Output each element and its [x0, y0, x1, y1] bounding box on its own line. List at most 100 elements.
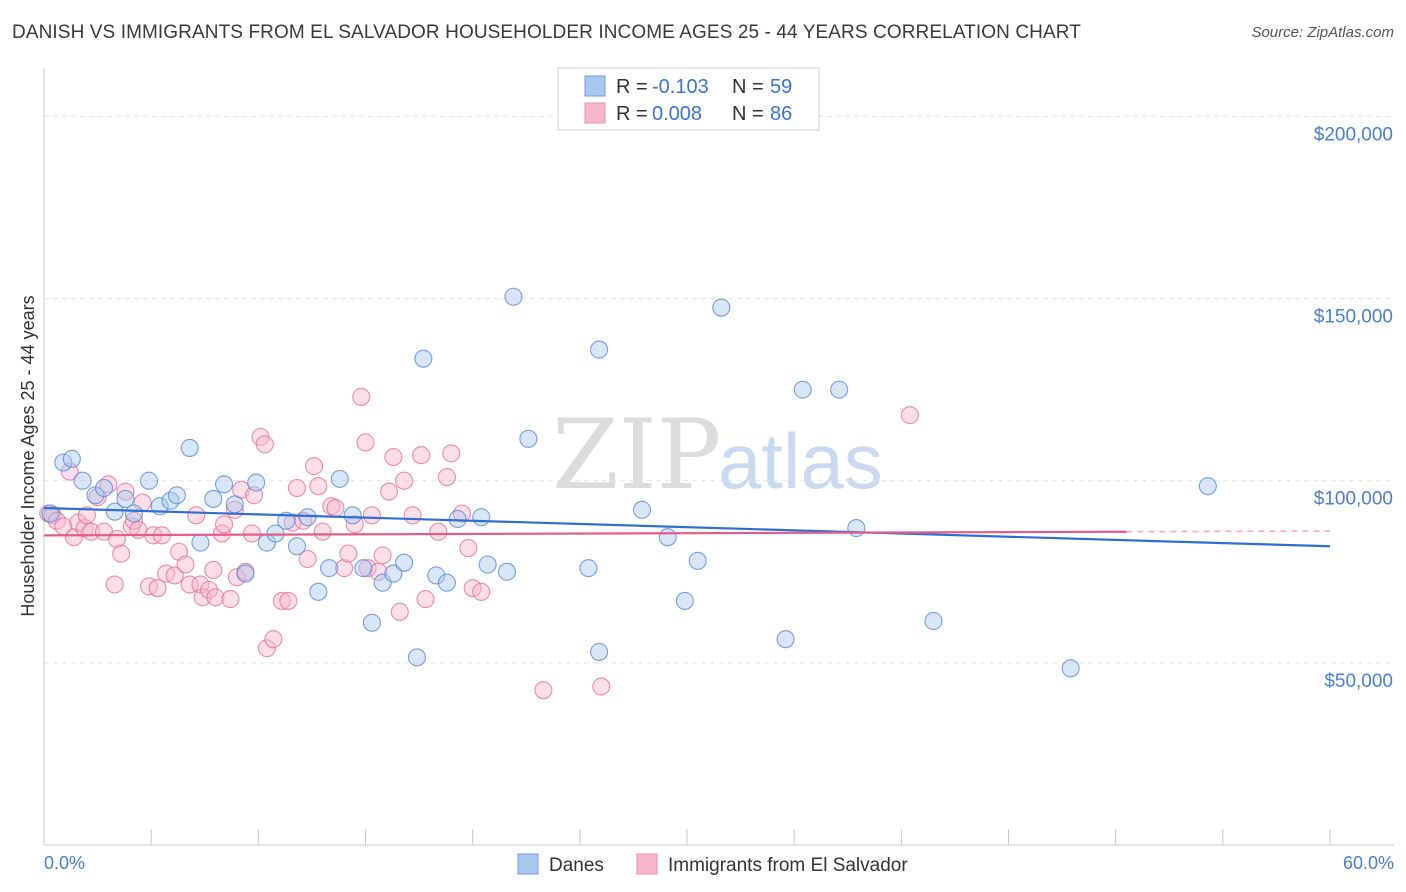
legend-r-label-0: R =: [616, 76, 648, 98]
el-salvador-point: [472, 582, 491, 601]
legend-r-label-1: R =: [616, 103, 648, 125]
el-salvador-point: [459, 539, 478, 558]
danes-point: [579, 559, 598, 578]
el-salvador-point: [105, 575, 124, 594]
danes-point: [504, 287, 523, 306]
danes-point: [236, 564, 255, 583]
el-salvador-point: [193, 588, 212, 607]
el-salvador-point: [309, 477, 328, 496]
danes-point: [407, 648, 426, 667]
el-salvador-point: [335, 559, 354, 578]
danes-point: [448, 509, 467, 529]
danes-point: [712, 298, 731, 317]
danes-point: [277, 511, 296, 530]
danes-point: [497, 562, 517, 581]
danes-point: [472, 508, 491, 527]
el-salvador-trend-extension: [1126, 530, 1331, 533]
danes-point: [362, 613, 381, 632]
el-salvador-point: [165, 566, 184, 585]
danes-point: [73, 471, 92, 490]
x-tick-label-min: 0.0%: [44, 853, 85, 873]
danes-point: [793, 380, 812, 399]
el-salvador-point: [373, 546, 392, 565]
el-salvador-point: [272, 591, 291, 610]
el-salvador-point: [362, 506, 381, 525]
danes-point: [590, 642, 609, 661]
el-salvador-point: [534, 681, 553, 700]
danes-point: [330, 469, 349, 488]
danes-point: [1198, 477, 1217, 496]
el-salvador-point: [395, 471, 414, 490]
el-salvador-point: [442, 444, 461, 463]
el-salvador-point: [279, 591, 298, 610]
el-salvador-trend-line: [43, 530, 1127, 537]
danes-point: [1061, 659, 1080, 678]
y-tick-label: $200,000: [1314, 124, 1393, 145]
el-salvador-point: [380, 482, 399, 501]
series-danes-points-blue: [41, 287, 1217, 678]
danes-point: [847, 519, 866, 538]
danes-point: [94, 478, 114, 498]
el-salvador-point: [313, 522, 332, 541]
y-tick-label: $50,000: [1324, 671, 1393, 692]
danes-point: [395, 553, 414, 572]
danes-point: [247, 473, 266, 492]
y-tick-label: $150,000: [1314, 307, 1393, 328]
source-label: Source: ZipAtlas.com: [1251, 24, 1394, 41]
legend-bottom-swatch-el-salvador: [636, 853, 658, 875]
axes: [43, 68, 1394, 846]
el-salvador-point: [352, 387, 371, 406]
el-salvador-point: [112, 544, 131, 563]
el-salvador-point: [264, 630, 283, 649]
y-tick-label: $100,000: [1314, 489, 1393, 510]
legend-n-value-1: 86: [770, 103, 792, 125]
danes-point: [180, 438, 199, 457]
el-salvador-point: [187, 506, 206, 525]
danes-point: [139, 471, 159, 490]
el-salvador-point: [204, 560, 223, 580]
el-salvador-point: [326, 498, 345, 518]
legend-n-label-0: N =: [732, 76, 764, 98]
el-salvador-point: [384, 447, 403, 467]
legend-r-value-0: -0.103: [652, 76, 709, 98]
el-salvador-point: [255, 435, 274, 454]
danes-point: [830, 380, 849, 399]
y-tick-labels: $50,000 $100,000 $150,000 $200,000: [1314, 124, 1393, 691]
legend-top: R = -0.103 N = 59 R = 0.008 N = 86: [557, 67, 820, 131]
danes-point: [658, 528, 677, 547]
el-salvador-point: [124, 511, 144, 530]
el-salvador-point: [416, 590, 435, 609]
legend-swatch-el-salvador: [584, 102, 606, 124]
legend-bottom-label-el-salvador: Immigrants from El Salvador: [668, 855, 908, 876]
legend-bottom-label-danes: Danes: [549, 855, 604, 876]
el-salvador-point: [339, 544, 358, 563]
danes-point: [384, 564, 403, 583]
danes-point: [675, 591, 694, 610]
el-salvador-point: [298, 549, 317, 569]
danes-point: [105, 502, 124, 521]
danes-point: [688, 551, 707, 570]
danes-point: [590, 340, 609, 359]
danes-point: [320, 559, 339, 578]
el-salvador-point: [214, 515, 234, 534]
el-salvador-point: [900, 406, 919, 425]
y-axis-label: Householder Income Ages 25 - 44 years: [18, 295, 38, 616]
watermark-zip: ZIP: [552, 399, 721, 511]
el-salvador-point: [356, 433, 375, 452]
danes-point: [309, 582, 328, 601]
danes-point: [427, 566, 446, 585]
el-salvador-point: [592, 677, 611, 696]
danes-point: [354, 559, 373, 578]
el-salvador-point: [429, 522, 448, 541]
danes-point: [191, 533, 210, 552]
danes-point: [478, 555, 497, 574]
x-tick-label-max: 60.0%: [1343, 853, 1394, 873]
danes-point: [519, 429, 538, 448]
danes-point: [414, 349, 433, 368]
series-danes-points: [39, 387, 919, 700]
el-salvador-point: [305, 457, 324, 476]
danes-point: [287, 537, 306, 556]
legend-r-value-1: 0.008: [652, 103, 702, 125]
el-salvador-point: [242, 524, 261, 543]
danes-point: [167, 486, 186, 505]
